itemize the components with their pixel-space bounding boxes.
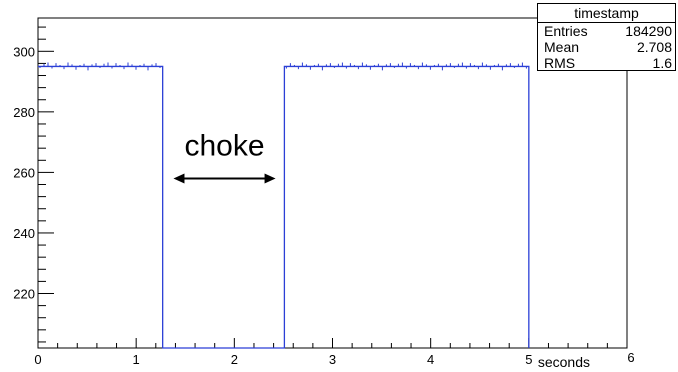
stats-value: 1.6: [652, 55, 672, 71]
stats-row-rms: RMS 1.6: [538, 55, 675, 71]
stats-label: Entries: [544, 23, 588, 39]
stats-value: 2.708: [636, 39, 672, 55]
y-tick-label: 220: [13, 287, 35, 302]
stats-row-mean: Mean 2.708: [538, 39, 675, 55]
x-tick-label: 3: [329, 352, 336, 367]
x-axis-ticks: 0 1 2 3 4 5 6: [34, 338, 635, 367]
y-tick-label: 280: [13, 105, 35, 120]
y-tick-label: 300: [13, 44, 35, 59]
stats-box: timestamp Entries 184290 Mean 2.708 RMS …: [537, 3, 676, 71]
stats-row-entries: Entries 184290: [538, 23, 675, 39]
choke-annotation: choke: [173, 129, 276, 184]
histogram-series: [38, 62, 530, 349]
stats-title: timestamp: [538, 4, 675, 23]
x-tick-label: 4: [427, 352, 434, 367]
x-tick-label: 1: [133, 352, 140, 367]
stats-label: RMS: [544, 55, 576, 71]
x-tick-label: 2: [231, 352, 238, 367]
histogram-outline: [38, 65, 530, 349]
x-tick-label: 6: [627, 350, 634, 365]
y-tick-label: 240: [13, 226, 35, 241]
arrow-head-left: [173, 173, 185, 184]
choke-label: choke: [184, 129, 264, 162]
stats-label: Mean: [544, 39, 580, 55]
arrow-head-right: [264, 173, 276, 184]
y-tick-label: 260: [13, 165, 35, 180]
x-tick-label: 5: [525, 352, 532, 367]
x-tick-label: 0: [34, 352, 41, 367]
stats-value: 184290: [625, 23, 672, 39]
y-axis-ticks: 220 240 260 280 300: [13, 26, 54, 343]
x-axis-title: seconds: [538, 354, 590, 370]
